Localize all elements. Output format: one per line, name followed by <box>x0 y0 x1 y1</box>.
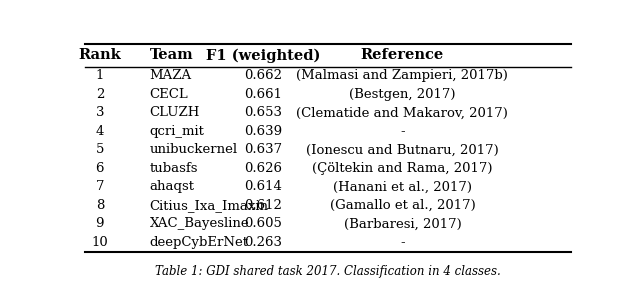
Text: Citius_Ixa_Imaxin: Citius_Ixa_Imaxin <box>150 199 268 212</box>
Text: F1 (weighted): F1 (weighted) <box>206 48 321 63</box>
Text: 10: 10 <box>92 236 108 249</box>
Text: qcri_mit: qcri_mit <box>150 125 204 138</box>
Text: 0.605: 0.605 <box>244 217 282 231</box>
Text: -: - <box>400 125 404 138</box>
Text: 0.639: 0.639 <box>244 125 283 138</box>
Text: 4: 4 <box>95 125 104 138</box>
Text: (Barbaresi, 2017): (Barbaresi, 2017) <box>344 217 461 231</box>
Text: 8: 8 <box>95 199 104 212</box>
Text: unibuckernel: unibuckernel <box>150 144 237 156</box>
Text: 0.653: 0.653 <box>244 106 282 120</box>
Text: 9: 9 <box>95 217 104 231</box>
Text: MAZA: MAZA <box>150 69 191 83</box>
Text: deepCybErNet: deepCybErNet <box>150 236 248 249</box>
Text: XAC_Bayesline: XAC_Bayesline <box>150 217 249 231</box>
Text: CLUZH: CLUZH <box>150 106 200 120</box>
Text: 5: 5 <box>95 144 104 156</box>
Text: 1: 1 <box>95 69 104 83</box>
Text: 2: 2 <box>95 88 104 101</box>
Text: (Bestgen, 2017): (Bestgen, 2017) <box>349 88 456 101</box>
Text: 0.614: 0.614 <box>244 180 282 193</box>
Text: ahaqst: ahaqst <box>150 180 195 193</box>
Text: 6: 6 <box>95 162 104 175</box>
Text: Reference: Reference <box>361 48 444 62</box>
Text: -: - <box>400 236 404 249</box>
Text: 0.637: 0.637 <box>244 144 283 156</box>
Text: 0.612: 0.612 <box>244 199 282 212</box>
Text: 0.661: 0.661 <box>244 88 282 101</box>
Text: 0.626: 0.626 <box>244 162 282 175</box>
Text: Rank: Rank <box>79 48 121 62</box>
Text: 3: 3 <box>95 106 104 120</box>
Text: (Clematide and Makarov, 2017): (Clematide and Makarov, 2017) <box>296 106 508 120</box>
Text: 7: 7 <box>95 180 104 193</box>
Text: (Ionescu and Butnaru, 2017): (Ionescu and Butnaru, 2017) <box>306 144 499 156</box>
Text: CECL: CECL <box>150 88 188 101</box>
Text: (Gamallo et al., 2017): (Gamallo et al., 2017) <box>330 199 476 212</box>
Text: Table 1: GDI shared task 2017. Classification in 4 classes.: Table 1: GDI shared task 2017. Classific… <box>155 265 501 278</box>
Text: (Hanani et al., 2017): (Hanani et al., 2017) <box>333 180 472 193</box>
Text: (Çöltekin and Rama, 2017): (Çöltekin and Rama, 2017) <box>312 162 493 175</box>
Text: 0.263: 0.263 <box>244 236 282 249</box>
Text: (Malmasi and Zampieri, 2017b): (Malmasi and Zampieri, 2017b) <box>296 69 508 83</box>
Text: Team: Team <box>150 48 193 62</box>
Text: 0.662: 0.662 <box>244 69 282 83</box>
Text: tubasfs: tubasfs <box>150 162 198 175</box>
